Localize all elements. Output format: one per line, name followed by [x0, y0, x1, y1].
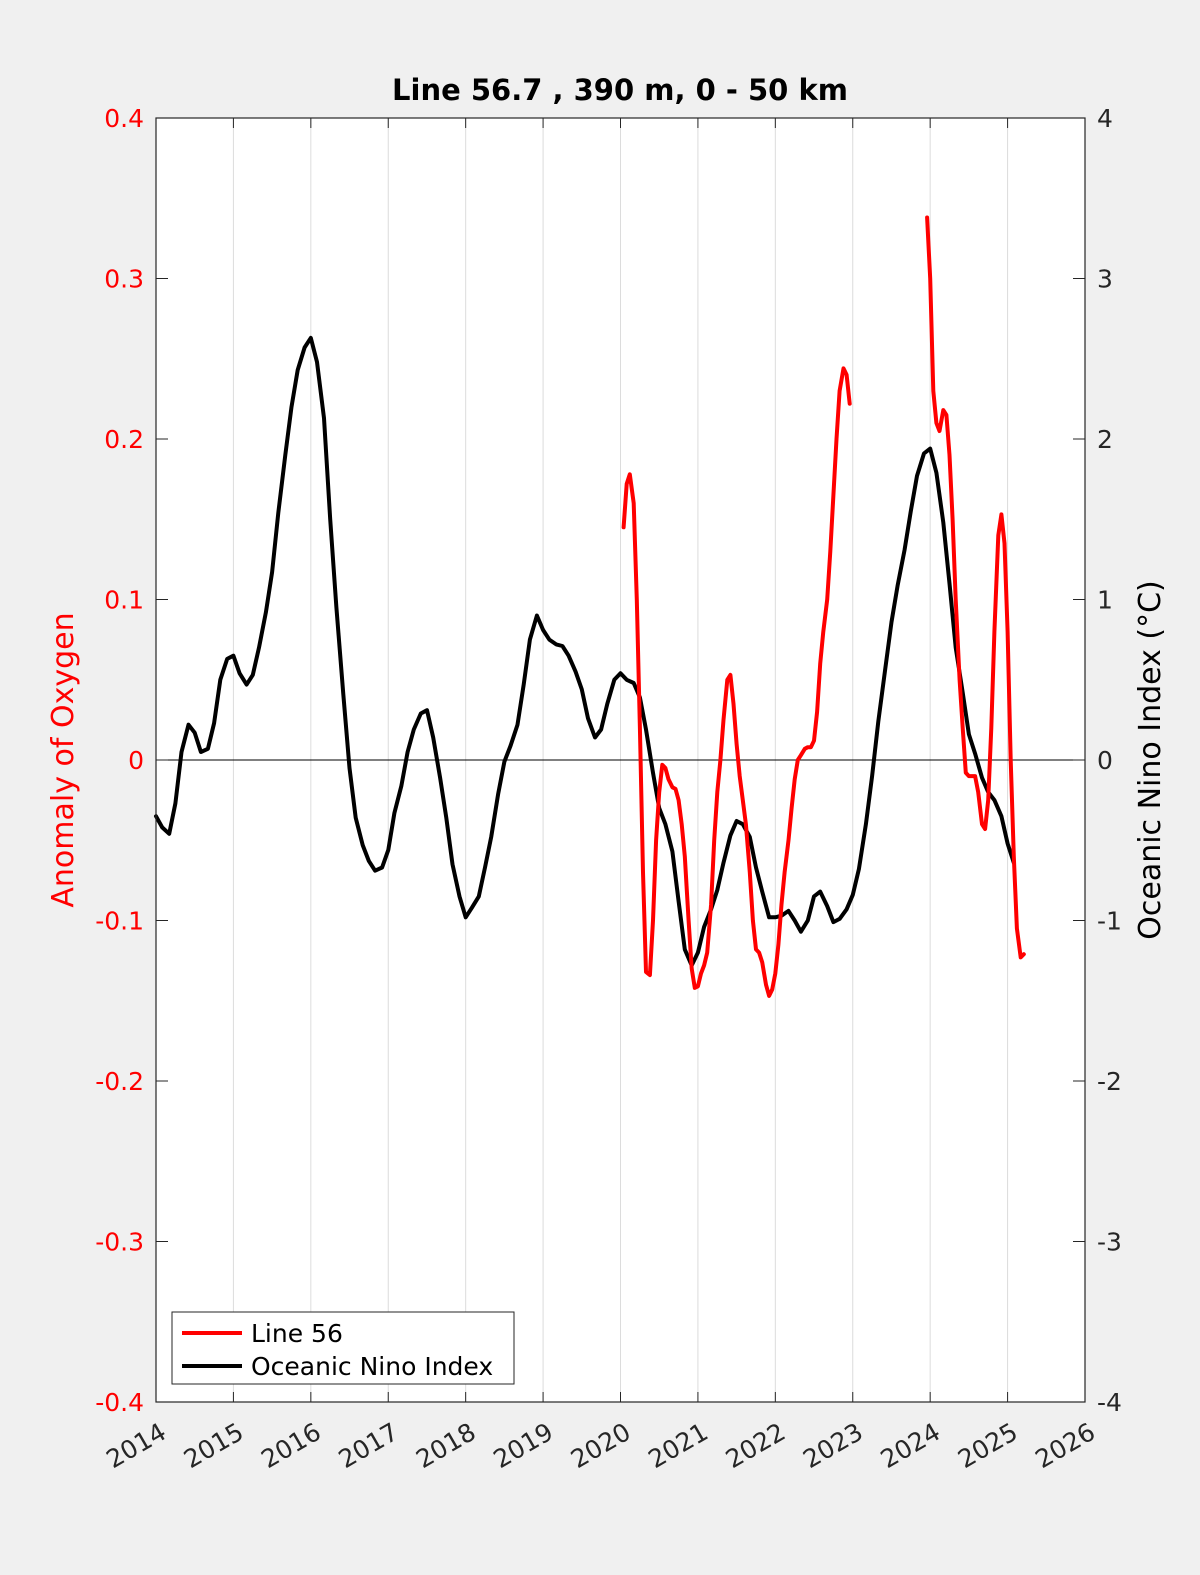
x-tick-label: 2015 — [179, 1417, 249, 1474]
y-left-tick-label: -0.2 — [95, 1067, 144, 1096]
y-left-tick-label: -0.1 — [95, 907, 144, 936]
series-layer — [154, 215, 1026, 998]
y-left-tick-label: 0.1 — [104, 586, 144, 615]
legend: Line 56 Oceanic Nino Index — [171, 1311, 515, 1385]
x-tick-label: 2021 — [643, 1417, 713, 1474]
y-left-tick-label: 0.2 — [104, 425, 144, 454]
x-tick-label: 2026 — [1030, 1417, 1100, 1474]
x-tick-label: 2022 — [721, 1417, 791, 1474]
legend-label-line-56: Line 56 — [251, 1319, 343, 1348]
y-right-tick-label: -4 — [1097, 1388, 1122, 1417]
x-tick-label: 2020 — [566, 1417, 636, 1474]
chart-title: Line 56.7 , 390 m, 0 - 50 km — [392, 73, 848, 107]
series-line-56-segment — [621, 366, 852, 998]
y-left-tick-label: 0.3 — [104, 265, 144, 294]
y-right-tick-label: 0 — [1097, 746, 1113, 775]
x-tick-label: 2017 — [334, 1417, 404, 1474]
y-right-tick-label: -2 — [1097, 1067, 1122, 1096]
y-right-tick-label: 4 — [1097, 104, 1113, 133]
y-left-tick-label: 0 — [128, 746, 144, 775]
y-right-tick-label: 2 — [1097, 425, 1113, 454]
y-right-tick-label: 3 — [1097, 265, 1113, 294]
y-axis-left-label: Anomaly of Oxygen — [46, 612, 81, 907]
x-tick-label: 2019 — [488, 1417, 558, 1474]
y-left-tick-label: -0.4 — [95, 1388, 144, 1417]
x-tick-label: 2014 — [101, 1417, 171, 1474]
series-oni-segment — [154, 335, 1016, 968]
y-axis-right-label: Oceanic Nino Index (°C) — [1133, 580, 1168, 940]
x-tick-label: 2023 — [798, 1417, 868, 1474]
y-left-tick-label: 0.4 — [104, 104, 144, 133]
x-tick-label: 2025 — [953, 1417, 1023, 1474]
y-left-tick-label: -0.3 — [95, 1228, 144, 1257]
x-tick-label: 2016 — [256, 1417, 326, 1474]
y-right-tick-label: -3 — [1097, 1228, 1122, 1257]
y-right-tick-label: -1 — [1097, 907, 1122, 936]
legend-label-oni: Oceanic Nino Index — [251, 1352, 493, 1381]
legend-box — [171, 1311, 515, 1385]
y-right-tick-label: 1 — [1097, 586, 1113, 615]
x-tick-label: 2018 — [411, 1417, 481, 1474]
series-line-56-segment — [925, 215, 1026, 960]
x-tick-label: 2024 — [876, 1417, 946, 1474]
